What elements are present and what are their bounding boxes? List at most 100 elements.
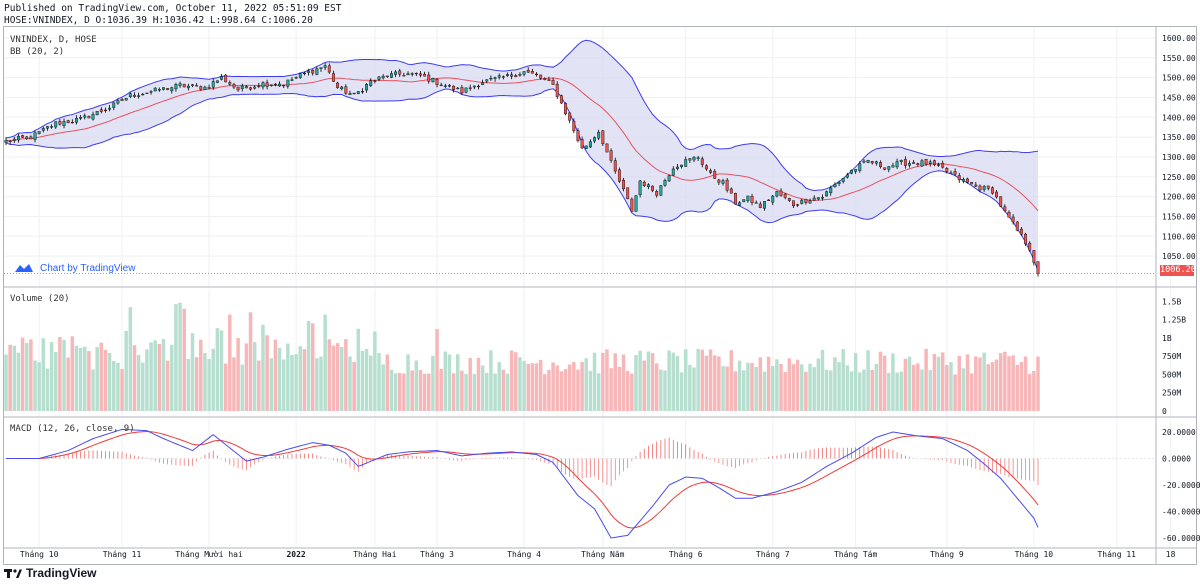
volume-bar	[219, 330, 224, 411]
candle-body	[866, 160, 870, 163]
price-tick-label: 1600.00	[1162, 34, 1196, 43]
candle-body	[182, 83, 186, 88]
volume-bar	[522, 360, 526, 411]
volume-bar	[468, 358, 472, 411]
volume-bar	[456, 354, 460, 411]
time-tick-label: Tháng 4	[507, 550, 541, 559]
candle-body	[344, 86, 348, 94]
candle-body	[995, 191, 998, 198]
volume-bar	[443, 351, 448, 411]
candle-body	[178, 83, 182, 86]
macd-tick-label: -20.0000	[1162, 481, 1200, 490]
volume-bar	[858, 372, 862, 411]
volume-bar	[771, 366, 775, 411]
volume-bar	[170, 344, 174, 411]
volume-tick-label: 1B	[1162, 334, 1172, 343]
candle-body	[249, 87, 252, 90]
volume-bar	[381, 364, 385, 411]
volume-bar	[775, 359, 779, 411]
macd-line	[6, 428, 1039, 539]
candle-body	[79, 117, 83, 119]
volume-bar	[974, 356, 978, 411]
candle-body	[369, 80, 373, 86]
volume-bar	[708, 349, 713, 411]
volume-bar	[845, 365, 850, 411]
candle-body	[941, 162, 945, 168]
candle-body	[1011, 216, 1015, 223]
volume-bar	[509, 350, 514, 411]
candle-body	[166, 88, 170, 90]
volume-bar	[203, 352, 207, 411]
candle-body	[402, 75, 406, 77]
candle-body	[1015, 221, 1019, 231]
candle-body	[812, 197, 816, 201]
candle-body	[825, 191, 829, 197]
candle-body	[62, 121, 66, 126]
candle-body	[91, 114, 95, 120]
macd	[4, 428, 1156, 539]
volume-bar	[257, 360, 261, 411]
candle-body	[99, 109, 103, 112]
macd-tick-label: 0.0000	[1162, 455, 1191, 464]
candle-body	[331, 73, 335, 82]
volume-bar	[795, 359, 800, 411]
volume-bar	[70, 336, 75, 411]
volume-bar	[596, 373, 601, 411]
volume-bar	[567, 364, 572, 411]
candle-body	[37, 131, 41, 134]
price-tick-label: 1250.00	[1162, 173, 1196, 182]
last-price-label: 1006.20	[1160, 265, 1196, 276]
time-tick-label: Tháng Mười hai	[175, 549, 243, 559]
candle-body	[738, 202, 742, 206]
volume-bar	[339, 346, 344, 411]
candle-body	[576, 130, 580, 141]
volume-bar	[1007, 356, 1011, 411]
volume-bar	[364, 348, 369, 411]
candle-body	[58, 121, 62, 125]
candle-body	[725, 179, 729, 191]
candle-body	[680, 164, 684, 167]
candle-body	[21, 135, 25, 138]
candle-body	[1032, 250, 1036, 263]
volume-bar	[120, 369, 124, 411]
volume-bar	[368, 355, 373, 411]
volume-bar	[721, 366, 725, 411]
candle-body	[659, 185, 663, 196]
volume-bar	[675, 355, 680, 411]
volume-bar	[907, 356, 912, 411]
candle-body	[1003, 206, 1007, 211]
footer-logo[interactable]: TradingView	[4, 566, 96, 580]
volume-bar	[91, 369, 95, 411]
candle-body	[307, 70, 310, 73]
volume-bar	[791, 364, 796, 411]
bb-lower	[5, 88, 1039, 271]
volume-bar	[837, 362, 841, 411]
watermark-text: Chart by TradingView	[40, 262, 136, 274]
candle-body	[530, 71, 534, 74]
candle-body	[837, 181, 841, 185]
candle-body	[887, 166, 891, 170]
volume-tick-label: 0	[1162, 407, 1167, 416]
volume-bar	[190, 333, 195, 411]
volume-bar	[978, 357, 982, 411]
candle-body	[758, 203, 762, 208]
price-tick-label: 1300.00	[1162, 153, 1196, 162]
candle-body	[278, 83, 281, 87]
candle-body	[932, 160, 936, 165]
price-tick-label: 1450.00	[1162, 93, 1196, 102]
watermark[interactable]: Chart by TradingView	[14, 262, 135, 274]
time-tick-label: Tháng 7	[756, 550, 790, 559]
bb-basis	[5, 77, 1039, 212]
candle-body	[667, 175, 671, 182]
candle-body	[423, 73, 427, 77]
volume-bar	[654, 363, 659, 411]
candle-body	[46, 126, 49, 129]
volume-bar	[766, 356, 771, 411]
time-tick-label: Tháng Năm	[581, 550, 625, 559]
candle-body	[493, 77, 497, 79]
volume-bar	[41, 338, 46, 411]
candle-body	[50, 126, 54, 128]
candle-body	[477, 85, 480, 88]
volume-bar	[385, 354, 390, 411]
